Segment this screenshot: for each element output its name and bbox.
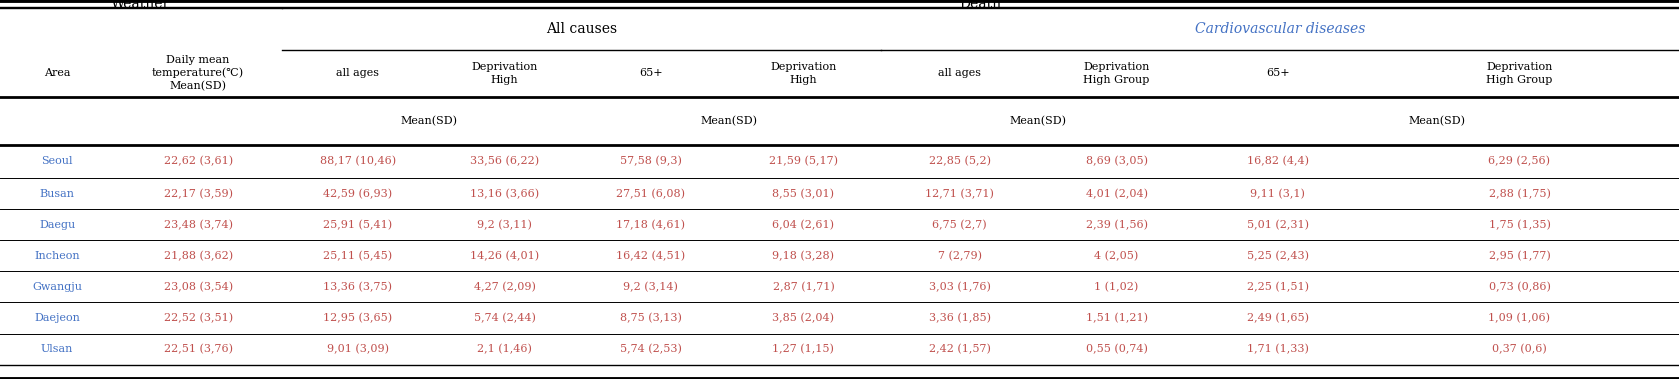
Text: 7 (2,79): 7 (2,79)	[937, 251, 982, 261]
Text: 5,25 (2,43): 5,25 (2,43)	[1247, 251, 1308, 261]
Text: Death: Death	[959, 0, 1002, 11]
Text: 2,87 (1,71): 2,87 (1,71)	[772, 282, 834, 292]
Text: 3,36 (1,85): 3,36 (1,85)	[928, 313, 991, 323]
Text: 2,25 (1,51): 2,25 (1,51)	[1247, 282, 1308, 292]
Text: 2,1 (1,46): 2,1 (1,46)	[477, 344, 532, 354]
Text: 9,18 (3,28): 9,18 (3,28)	[772, 251, 834, 261]
Text: 33,56 (6,22): 33,56 (6,22)	[470, 156, 539, 167]
Text: 14,26 (4,01): 14,26 (4,01)	[470, 251, 539, 261]
Text: 4,01 (2,04): 4,01 (2,04)	[1086, 188, 1147, 199]
Text: 5,74 (2,53): 5,74 (2,53)	[620, 344, 682, 354]
Text: 21,88 (3,62): 21,88 (3,62)	[163, 251, 233, 261]
Text: 57,58 (9,3): 57,58 (9,3)	[620, 156, 682, 167]
Text: 2,49 (1,65): 2,49 (1,65)	[1247, 313, 1308, 323]
Text: 12,71 (3,71): 12,71 (3,71)	[925, 188, 994, 199]
Text: Mean(SD): Mean(SD)	[700, 116, 757, 126]
Text: 3,85 (2,04): 3,85 (2,04)	[772, 313, 834, 323]
Text: 22,62 (3,61): 22,62 (3,61)	[163, 156, 233, 167]
Text: 65+: 65+	[1266, 68, 1289, 78]
Text: 65+: 65+	[638, 68, 663, 78]
Text: 0,37 (0,6): 0,37 (0,6)	[1493, 344, 1546, 354]
Text: 2,39 (1,56): 2,39 (1,56)	[1086, 219, 1147, 230]
Text: Weather: Weather	[111, 0, 171, 11]
Text: Busan: Busan	[40, 189, 74, 199]
Text: 1,51 (1,21): 1,51 (1,21)	[1086, 313, 1147, 323]
Text: Daily mean
temperature(℃)
Mean(SD): Daily mean temperature(℃) Mean(SD)	[153, 55, 243, 91]
Text: Deprivation
High: Deprivation High	[771, 62, 836, 85]
Text: 13,16 (3,66): 13,16 (3,66)	[470, 188, 539, 199]
Text: all ages: all ages	[939, 68, 981, 78]
Text: Ulsan: Ulsan	[40, 344, 74, 354]
Text: 1,71 (1,33): 1,71 (1,33)	[1247, 344, 1308, 354]
Text: 25,11 (5,45): 25,11 (5,45)	[322, 251, 393, 261]
Text: 16,42 (4,51): 16,42 (4,51)	[616, 251, 685, 261]
Text: 6,04 (2,61): 6,04 (2,61)	[772, 219, 834, 230]
Text: 0,55 (0,74): 0,55 (0,74)	[1086, 344, 1147, 354]
Text: 17,18 (4,61): 17,18 (4,61)	[616, 219, 685, 230]
Text: 12,95 (3,65): 12,95 (3,65)	[322, 313, 393, 323]
Text: 22,51 (3,76): 22,51 (3,76)	[163, 344, 233, 354]
Text: Daejeon: Daejeon	[34, 313, 81, 323]
Text: Deprivation
High: Deprivation High	[472, 62, 537, 85]
Text: 25,91 (5,41): 25,91 (5,41)	[322, 219, 393, 230]
Text: Seoul: Seoul	[42, 157, 72, 166]
Text: 2,42 (1,57): 2,42 (1,57)	[928, 344, 991, 354]
Text: 6,75 (2,7): 6,75 (2,7)	[932, 219, 987, 230]
Text: 4,27 (2,09): 4,27 (2,09)	[473, 282, 536, 292]
Text: 8,69 (3,05): 8,69 (3,05)	[1086, 156, 1147, 167]
Text: 2,95 (1,77): 2,95 (1,77)	[1489, 251, 1550, 261]
Text: 1 (1,02): 1 (1,02)	[1095, 282, 1138, 292]
Text: 21,59 (5,17): 21,59 (5,17)	[769, 156, 838, 167]
Text: 1,75 (1,35): 1,75 (1,35)	[1489, 219, 1550, 230]
Text: 1,09 (1,06): 1,09 (1,06)	[1489, 313, 1550, 323]
Text: 22,85 (5,2): 22,85 (5,2)	[928, 156, 991, 167]
Text: 3,03 (1,76): 3,03 (1,76)	[928, 282, 991, 292]
Text: 22,17 (3,59): 22,17 (3,59)	[163, 188, 233, 199]
Text: 9,11 (3,1): 9,11 (3,1)	[1251, 188, 1305, 199]
Text: all ages: all ages	[336, 68, 379, 78]
Text: Mean(SD): Mean(SD)	[1409, 116, 1466, 126]
Text: 42,59 (6,93): 42,59 (6,93)	[322, 188, 393, 199]
Text: Deprivation
High Group: Deprivation High Group	[1486, 62, 1553, 85]
Text: 13,36 (3,75): 13,36 (3,75)	[322, 282, 393, 292]
Text: 2,88 (1,75): 2,88 (1,75)	[1489, 188, 1550, 199]
Text: Deprivation
High Group: Deprivation High Group	[1083, 62, 1150, 85]
Text: 22,52 (3,51): 22,52 (3,51)	[163, 313, 233, 323]
Text: 8,55 (3,01): 8,55 (3,01)	[772, 188, 834, 199]
Text: 27,51 (6,08): 27,51 (6,08)	[616, 188, 685, 199]
Text: 5,74 (2,44): 5,74 (2,44)	[473, 313, 536, 323]
Text: 9,2 (3,11): 9,2 (3,11)	[477, 219, 532, 230]
Text: Area: Area	[44, 68, 71, 78]
Text: 9,2 (3,14): 9,2 (3,14)	[623, 282, 678, 292]
Text: Mean(SD): Mean(SD)	[1011, 116, 1066, 126]
Text: Incheon: Incheon	[34, 251, 81, 261]
Text: 5,01 (2,31): 5,01 (2,31)	[1247, 219, 1308, 230]
Text: 6,29 (2,56): 6,29 (2,56)	[1489, 156, 1550, 167]
Text: 8,75 (3,13): 8,75 (3,13)	[620, 313, 682, 323]
Text: Gwangju: Gwangju	[32, 282, 82, 292]
Text: 88,17 (10,46): 88,17 (10,46)	[319, 156, 396, 167]
Text: Daegu: Daegu	[39, 220, 76, 230]
Text: 23,48 (3,74): 23,48 (3,74)	[163, 219, 233, 230]
Text: 23,08 (3,54): 23,08 (3,54)	[163, 282, 233, 292]
Text: 1,27 (1,15): 1,27 (1,15)	[772, 344, 834, 354]
Text: 4 (2,05): 4 (2,05)	[1095, 251, 1138, 261]
Text: All causes: All causes	[546, 22, 618, 36]
Text: 9,01 (3,09): 9,01 (3,09)	[327, 344, 388, 354]
Text: Cardiovascular diseases: Cardiovascular diseases	[1195, 22, 1365, 36]
Text: 0,73 (0,86): 0,73 (0,86)	[1489, 282, 1550, 292]
Text: 16,82 (4,4): 16,82 (4,4)	[1247, 156, 1308, 167]
Text: Mean(SD): Mean(SD)	[401, 116, 457, 126]
